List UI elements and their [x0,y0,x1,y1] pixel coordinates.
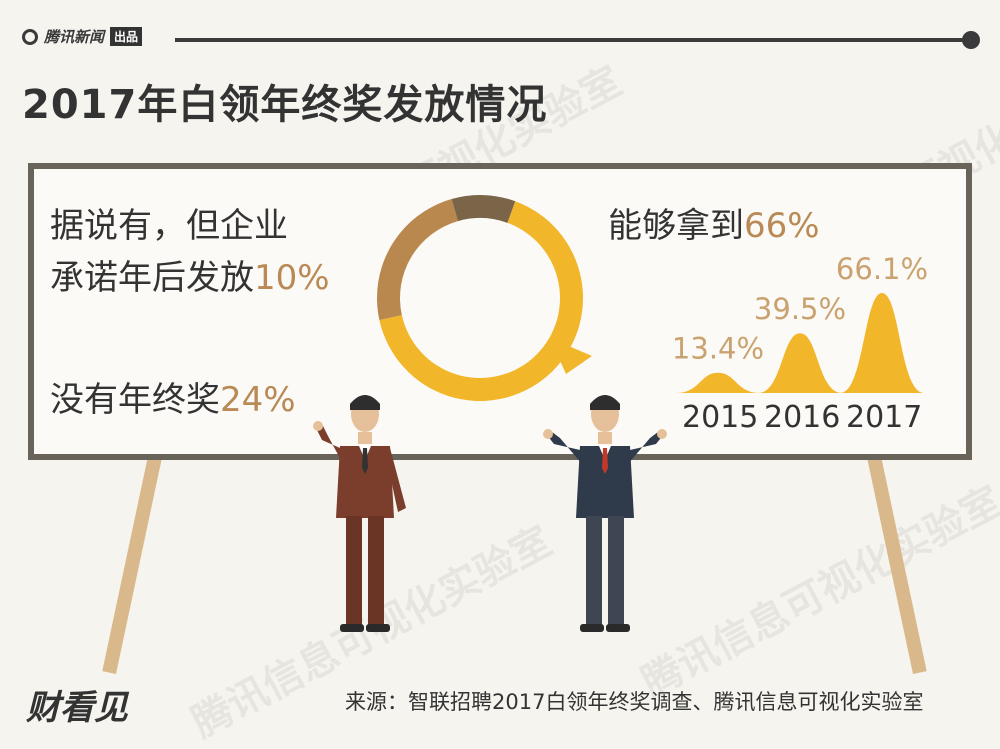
year-label: 2016 [764,400,841,435]
year-label: 2015 [682,400,759,435]
left-text-line2-prefix: 承诺年后发放 [50,258,254,298]
businessman-left-illustration [313,395,406,632]
watermark: 腾讯信息可视化实验室 [634,478,1000,707]
logo-badge: 出品 [110,27,143,46]
left-text-line3: 没有年终奖24% [50,372,296,421]
easel-leg-left [102,455,162,675]
logo-text: 腾讯新闻 [44,28,105,46]
year-label: 2017 [846,400,923,435]
header-divider [175,38,970,42]
donut-slice [377,198,458,321]
source-note: 来源：智联招聘2017白领年终奖调查、腾讯信息可视化实验室 [345,690,924,714]
right-text: 能够拿到66% [608,198,820,247]
trend-value-label: 13.4% [672,332,764,366]
businessman-right-illustration [543,395,667,632]
header-dot [962,31,980,49]
donut-slice [451,195,516,223]
trend-chart: 13.4% 39.5% 66.1% [668,252,943,393]
trend-area [668,293,943,393]
get-bonus-pct: 66% [744,206,820,246]
left-text-line2: 承诺年后发放10% [50,250,330,299]
no-bonus-pct: 24% [220,380,296,420]
page-title: 2017年白领年终奖发放情况 [22,82,548,128]
header-logo: 腾讯新闻 出品 [22,26,143,47]
donut-chart [377,195,592,401]
brand-logo: 财看见 [26,688,128,728]
trend-value-label: 39.5% [754,292,846,326]
trend-value-label: 66.1% [836,252,928,286]
left-text-line3-prefix: 没有年终奖 [50,380,220,420]
deferred-pct: 10% [254,258,330,298]
right-text-prefix: 能够拿到 [608,206,744,246]
infographic: 腾讯新闻 出品 2017年白领年终奖发放情况 腾讯信息可视化实验室 腾讯信息可视… [22,26,1000,747]
logo-circle-icon [22,28,38,45]
left-text-line1: 据说有，但企业 [50,206,288,246]
